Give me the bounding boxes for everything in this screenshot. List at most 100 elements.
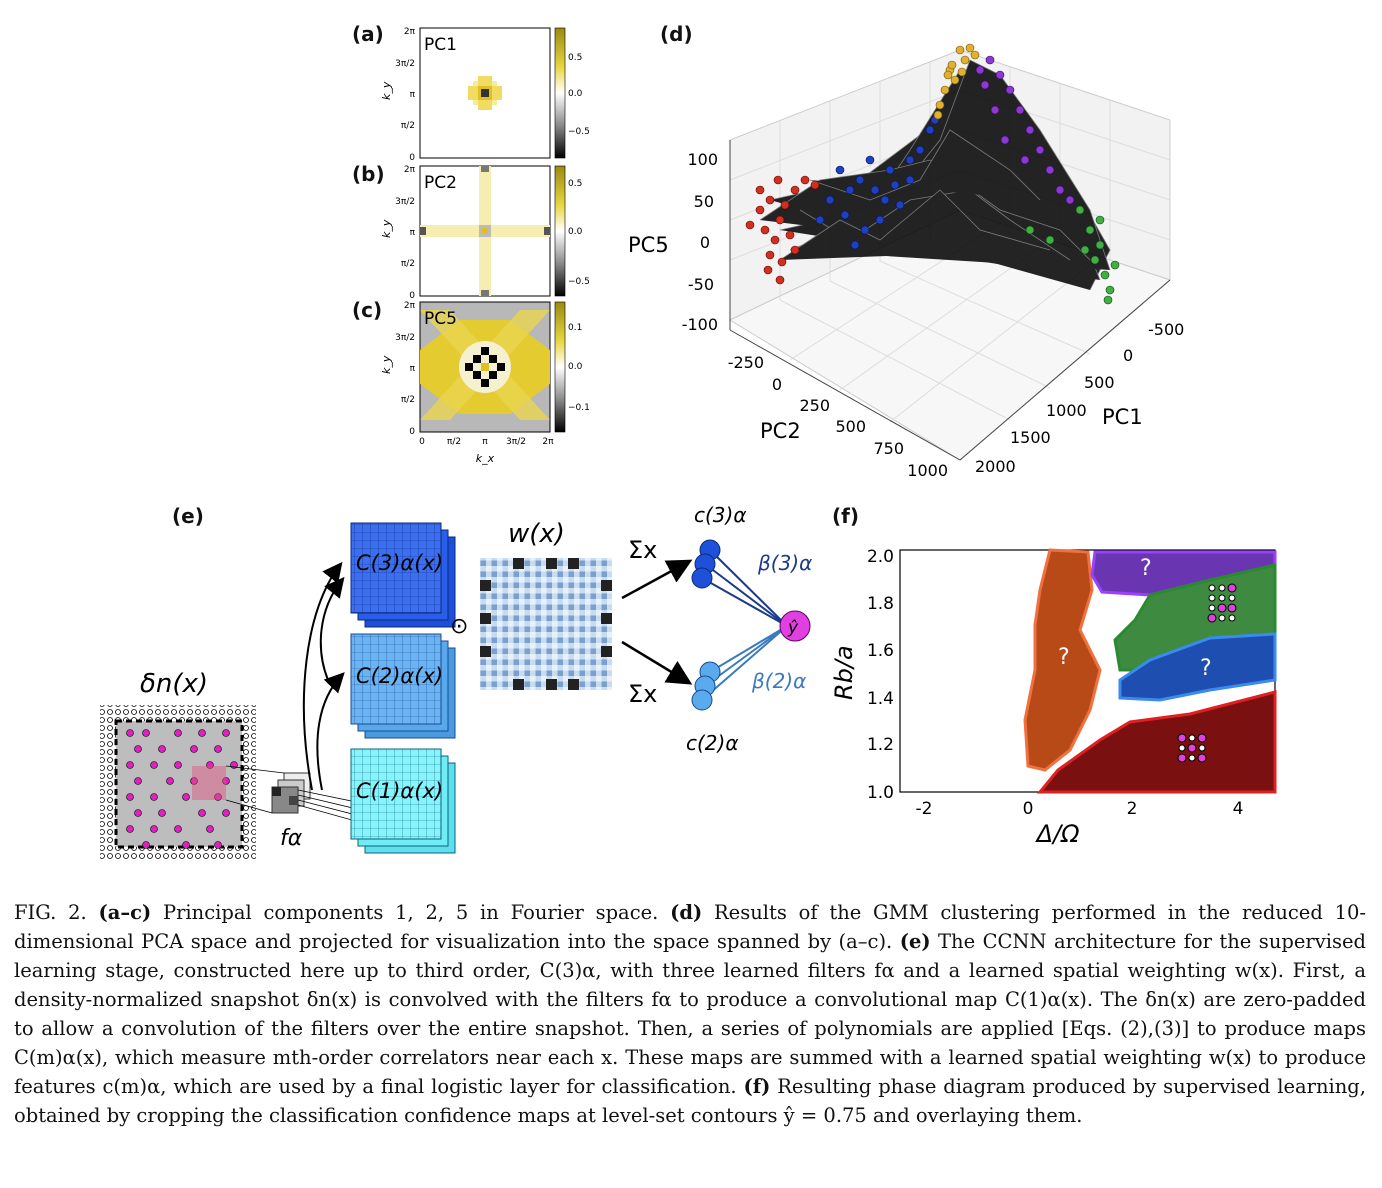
unknown-phase-blue: ?	[1200, 656, 1212, 681]
svg-text:1.0: 1.0	[867, 783, 894, 803]
panel-label-c: (c)	[352, 298, 383, 322]
inset-striated	[1207, 583, 1237, 623]
cluster-red	[745, 175, 820, 285]
svg-text:1500: 1500	[1010, 428, 1051, 447]
weight-map	[480, 558, 612, 690]
receptive-field	[192, 766, 226, 800]
zticks: 100 50 0 -50 -100	[682, 150, 718, 334]
gmm-scatter-3d: 100 50 0 -50 -100 PC5 -250 0 250 500 750…	[628, 43, 1184, 480]
region-red	[1036, 690, 1277, 794]
caption-text: Resulting phase diagram produced by supe…	[14, 1075, 1366, 1127]
feature-c3-label: c(3)α	[694, 503, 747, 527]
beta2-label: β(2)α	[751, 669, 806, 693]
svg-text:0: 0	[772, 375, 782, 394]
yticks-pc1: 2π 3π/2 π π/2 0	[395, 27, 415, 163]
phase-xticks: -2 0 2 4	[916, 799, 1244, 819]
svg-text:-250: -250	[728, 353, 764, 372]
unknown-phase-purple: ?	[1140, 556, 1152, 581]
svg-text:π: π	[410, 228, 416, 238]
caption-text: Results of the GMM clustering performed …	[14, 901, 1367, 953]
filter-label: fα	[280, 826, 303, 851]
svg-text:0.0: 0.0	[568, 89, 583, 99]
svg-text:0: 0	[419, 437, 425, 447]
pca-heatmaps: PC1 PC2 PC5 2π 3π/2 π π/2 0 2π 3π/2 π π/…	[380, 27, 590, 465]
heatmap-pc1	[419, 27, 551, 159]
phase-yticks: 2.0 1.8 1.6 1.4 1.2 1.0	[867, 547, 894, 803]
beta3-label: β(3)α	[757, 551, 812, 575]
sum-label-bottom: Σx	[628, 680, 657, 708]
map-c3	[350, 522, 456, 628]
svg-text:−0.1: −0.1	[568, 403, 590, 413]
caption-bold-d: (d)	[670, 901, 703, 924]
panel-label-e: (e)	[172, 504, 204, 528]
svg-text:3π/2: 3π/2	[506, 437, 526, 447]
map-c3-label: C(3)α(x)	[356, 551, 443, 575]
output-label: ŷ	[787, 618, 799, 638]
svg-text:2π: 2π	[542, 437, 554, 447]
svg-text:−0.5: −0.5	[568, 127, 590, 137]
svg-text:1.8: 1.8	[867, 594, 894, 614]
svg-text:500: 500	[835, 417, 866, 436]
heatmap-title: PC2	[424, 173, 457, 193]
unknown-phase-orange: ?	[1058, 645, 1070, 670]
svg-text:0.0: 0.0	[568, 227, 583, 237]
caption-bold-e: (e)	[899, 930, 931, 953]
kx-ticks: 0 π/2 π 3π/2 2π	[419, 437, 554, 447]
svg-text:3π/2: 3π/2	[395, 333, 415, 343]
svg-text:250: 250	[799, 396, 830, 415]
colorbar-pc2	[554, 165, 566, 297]
ky-label: k_y	[380, 81, 393, 100]
phase-xlabel: Δ/Ω	[1035, 820, 1081, 848]
colorbar-pc5	[554, 301, 566, 433]
pc2-label: PC2	[760, 419, 801, 443]
svg-text:2π: 2π	[404, 165, 416, 175]
kx-label: k_x	[476, 452, 495, 465]
svg-text:0: 0	[700, 233, 710, 252]
svg-text:1000: 1000	[1046, 401, 1087, 420]
svg-text:0: 0	[409, 153, 415, 163]
input-label: δn(x)	[140, 669, 208, 699]
panel-label-f: (f)	[832, 504, 859, 528]
weight-label: w(x)	[508, 519, 565, 549]
map-c1-label: C(1)α(x)	[356, 779, 443, 803]
yticks-pc5: 2π 3π/2 π π/2 0	[395, 301, 415, 437]
output-node	[779, 610, 811, 642]
cbar-ticks: 0.5 0.0 −0.5 0.5 0.0 −0.5 0.1 0.0 −0.1	[568, 53, 590, 413]
heatmap-pc2	[419, 165, 551, 297]
region-orange	[1023, 548, 1102, 772]
svg-text:750: 750	[873, 439, 904, 458]
svg-text:4: 4	[1233, 799, 1244, 819]
feature-nodes-c2	[691, 661, 721, 711]
feature-nodes-c3	[691, 539, 721, 589]
weight-map-dark	[480, 558, 612, 690]
svg-text:1.4: 1.4	[867, 689, 894, 709]
region-blue	[1118, 632, 1277, 702]
panel-label-b: (b)	[352, 162, 385, 186]
odot-operator: ⊙	[450, 614, 468, 639]
cluster-purple	[975, 55, 1075, 205]
feature-c2-label: c(2)α	[686, 731, 739, 755]
svg-text:1000: 1000	[907, 461, 948, 480]
inset-checkerboard	[1177, 733, 1207, 763]
heatmap-pc5	[419, 301, 551, 433]
pc2-ticks: -250 0 250 500 750 1000	[728, 353, 948, 480]
svg-text:-100: -100	[682, 315, 718, 334]
map-c2	[350, 633, 456, 739]
svg-text:0.5: 0.5	[568, 53, 582, 63]
caption-bold-f: (f)	[743, 1075, 771, 1098]
svg-text:1.6: 1.6	[867, 641, 894, 661]
heatmap-title: PC5	[424, 309, 457, 329]
svg-text:3π/2: 3π/2	[395, 59, 415, 69]
ky-label: k_y	[380, 219, 393, 238]
svg-text:500: 500	[1084, 373, 1115, 392]
yticks-pc2: 2π 3π/2 π π/2 0	[395, 165, 415, 301]
svg-text:−0.5: −0.5	[568, 277, 590, 287]
ky-label: k_y	[380, 355, 393, 374]
phase-diagram: ? ? ? 2.0 1.8 1.6 1.4 1.2 1.0 -2 0 2 4 R…	[830, 547, 1277, 848]
caption-text: The CCNN architecture for the supervised…	[14, 930, 1366, 1098]
svg-text:3π/2: 3π/2	[395, 197, 415, 207]
svg-text:π/2: π/2	[401, 395, 415, 405]
panel-label-a: (a)	[352, 22, 384, 46]
svg-text:2000: 2000	[975, 457, 1016, 476]
pc1-label: PC1	[1102, 405, 1143, 429]
